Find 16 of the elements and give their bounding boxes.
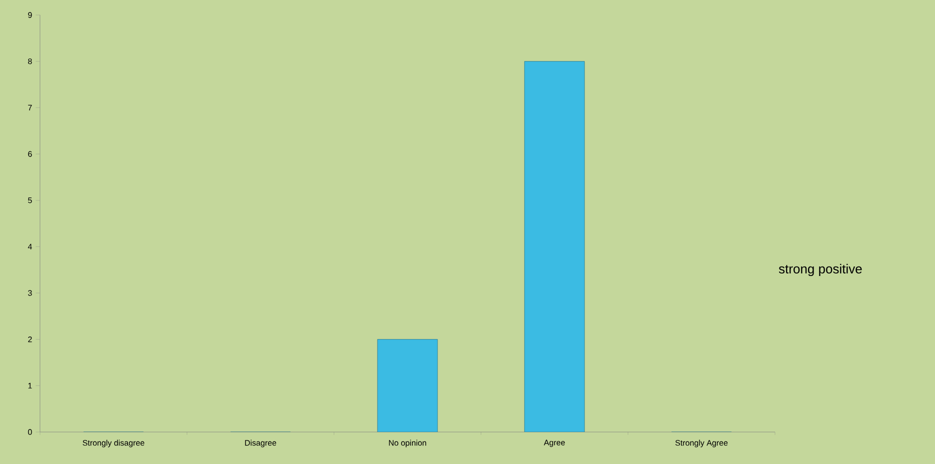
y-tick-label: 7 (28, 104, 32, 110)
x-tick-label: Agree (544, 440, 565, 447)
text: strong positive (778, 264, 862, 276)
x-tick-label: Strongly Agree (675, 440, 728, 448)
y-tick-label: 4 (28, 244, 32, 250)
y-tick-label: 6 (28, 151, 32, 157)
y-tick-label: 9 (28, 12, 32, 18)
y-tick-label: 5 (28, 198, 32, 204)
y-tick-label: 2 (28, 336, 32, 342)
y-tick-label: 8 (28, 58, 32, 64)
x-tick-label: Disagree (245, 440, 276, 448)
x-tick-label: No opinion (389, 440, 426, 448)
y-tick-label: 1 (28, 382, 32, 388)
y-tick-label: 3 (28, 290, 32, 296)
x-tick-label: Strongly disagree (82, 440, 144, 448)
y-tick-label: 0 (28, 429, 32, 435)
